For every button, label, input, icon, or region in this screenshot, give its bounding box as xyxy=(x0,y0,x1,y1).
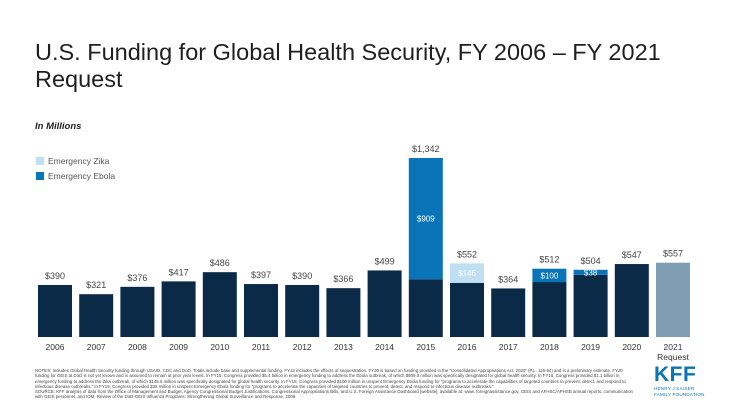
value-label-2008: $376 xyxy=(127,273,147,283)
source-text: SOURCE: KFF analysis of data from the Of… xyxy=(35,389,633,400)
bar-emergency-2018 xyxy=(532,268,567,283)
tick-label-2008: 2008 xyxy=(128,342,147,352)
bar-2006 xyxy=(38,284,72,337)
notes-block: NOTES: Includes Global Health Security f… xyxy=(35,368,633,400)
bar-2010 xyxy=(202,272,237,337)
bar-2008 xyxy=(120,286,155,337)
bar-2011 xyxy=(244,284,278,337)
value-label-2018: $512 xyxy=(539,255,559,265)
tick-label-2019: 2019 xyxy=(581,342,600,352)
emergency-label-2018: $100 xyxy=(541,271,559,280)
legend-item-zika: Emergency Zika xyxy=(36,153,115,168)
value-label-2006: $390 xyxy=(45,271,65,281)
bar-chart: $390 2006 $321 2007 $376 2008 $417 2009 $486 2010… xyxy=(38,144,690,362)
value-label-2015: $1,342 xyxy=(412,144,440,154)
bar-emergency-2015 xyxy=(408,158,443,280)
bar-emergency-2019 xyxy=(573,269,608,275)
legend-item-ebola: Emergency Ebola xyxy=(36,168,115,183)
value-label-2017: $364 xyxy=(498,274,518,284)
bar-2020 xyxy=(614,264,649,337)
bar-2015 xyxy=(408,279,443,337)
value-label-2013: $366 xyxy=(333,274,353,284)
notes-text: NOTES: Includes Global Health Security f… xyxy=(35,368,626,389)
logo-mark: KFF xyxy=(654,363,697,386)
tick-label-2013: 2013 xyxy=(334,342,353,352)
tick-label-2016: 2016 xyxy=(458,342,477,352)
emergency-label-2015: $909 xyxy=(417,215,435,224)
value-label-2012: $390 xyxy=(292,271,312,281)
bar-2016 xyxy=(450,282,484,337)
tick-label-2021: 2021 xyxy=(664,342,683,352)
bar-2019 xyxy=(573,274,608,337)
bar-2014 xyxy=(367,270,402,337)
kff-logo: KFF HENRY J KAISER FAMILY FOUNDATION xyxy=(654,364,714,397)
value-label-2007: $321 xyxy=(86,280,106,290)
tick-label-2015: 2015 xyxy=(416,342,435,352)
legend-swatch-zika xyxy=(36,156,44,165)
value-label-2016: $552 xyxy=(457,249,477,259)
tick-label-2020: 2020 xyxy=(622,342,641,352)
tick-label-2009: 2009 xyxy=(169,342,188,352)
logo-line1: HENRY J KAISER xyxy=(654,386,695,391)
value-label-2020: $547 xyxy=(622,250,642,260)
tick-label-2007: 2007 xyxy=(87,342,106,352)
logo-line2: FAMILY FOUNDATION xyxy=(654,391,705,397)
tick-label-2014: 2014 xyxy=(375,342,394,352)
emergency-label-2019: $38 xyxy=(584,268,598,277)
bar-2009 xyxy=(161,281,196,337)
tick-label-2012: 2012 xyxy=(293,342,312,352)
legend-label-zika: Emergency Zika xyxy=(48,155,110,166)
value-label-2011: $397 xyxy=(251,270,271,280)
value-label-2014: $499 xyxy=(375,256,395,266)
value-label-2009: $417 xyxy=(169,267,189,277)
tick-label-2017: 2017 xyxy=(499,342,518,352)
bar-2017 xyxy=(491,288,526,337)
bar-2012 xyxy=(285,284,320,337)
legend: Emergency Zika Emergency Ebola xyxy=(36,153,115,183)
value-label-2010: $486 xyxy=(210,258,230,268)
bar-emergency-2016 xyxy=(450,263,484,283)
bar-2013 xyxy=(326,288,361,337)
emergency-label-2016: $146 xyxy=(458,269,476,278)
tick-label-2011: 2011 xyxy=(252,342,271,352)
chart-title: U.S. Funding for Global Health Security,… xyxy=(35,39,661,92)
bar-2021 xyxy=(656,262,690,337)
tick-label-2018: 2018 xyxy=(540,342,559,352)
legend-swatch-ebola xyxy=(36,171,44,180)
tick-label-2010: 2010 xyxy=(210,342,229,352)
value-label-2019: $504 xyxy=(581,256,601,266)
tick-sublabel-2021: Request xyxy=(657,352,689,362)
legend-label-ebola: Emergency Ebola xyxy=(48,170,116,181)
chart-subtitle: In Millions xyxy=(35,121,82,132)
bar-2018 xyxy=(532,282,567,337)
tick-label-2006: 2006 xyxy=(46,342,65,352)
value-label-2021: $557 xyxy=(663,249,683,259)
bar-2007 xyxy=(79,294,114,337)
